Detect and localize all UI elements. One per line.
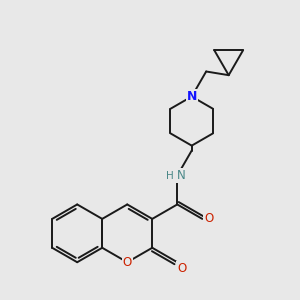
Text: N: N <box>177 169 186 182</box>
Text: H: H <box>166 171 173 181</box>
Text: O: O <box>123 256 132 269</box>
Text: N: N <box>187 90 197 103</box>
Text: O: O <box>204 212 214 225</box>
Text: O: O <box>177 262 186 275</box>
